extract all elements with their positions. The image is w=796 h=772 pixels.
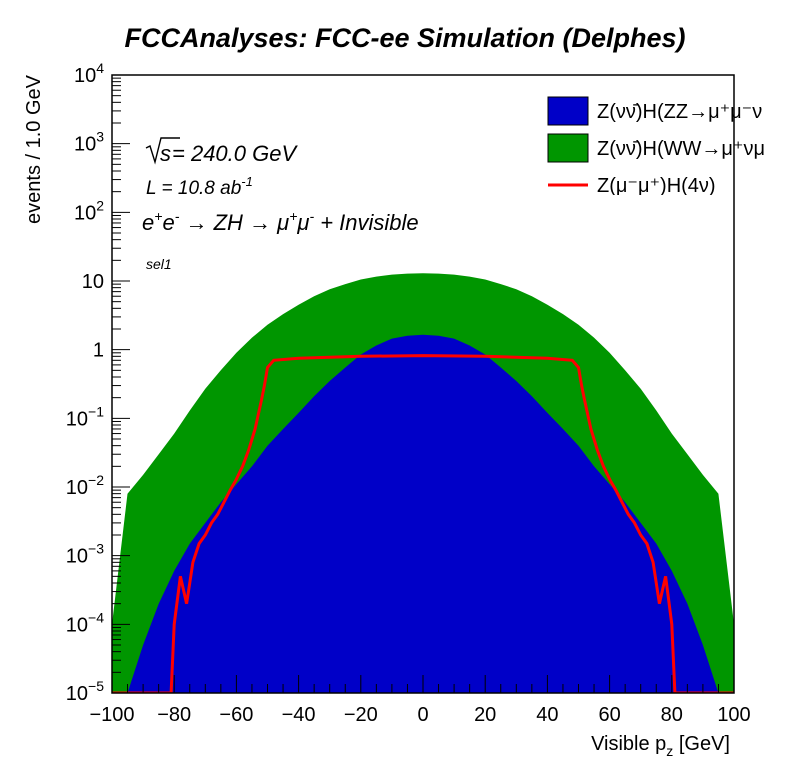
y-tick-label: 102 — [74, 197, 104, 224]
y-axis-label: events / 1.0 GeV — [23, 74, 45, 224]
luminosity-exponent: -1 — [241, 174, 253, 189]
y-tick-exponent: −3 — [88, 541, 104, 557]
x-tick-label: 20 — [474, 704, 496, 726]
x-tick-label: 80 — [661, 704, 683, 726]
process-label: e+e- → ZH → μ+μ- + Invisible — [142, 208, 419, 235]
y-tick-exponent: 2 — [96, 197, 104, 213]
x-tick-label: −20 — [344, 704, 378, 726]
y-tick-base: 1 — [93, 340, 104, 362]
x-tick-label: 0 — [417, 704, 428, 726]
selection-label: sel1 — [146, 256, 172, 272]
process-electron-2: e — [162, 210, 174, 235]
energy-label: = 240.0 GeV — [172, 141, 298, 166]
y-tick-base: 10 — [66, 408, 88, 430]
x-tick-label: −40 — [282, 704, 316, 726]
y-tick-base: 10 — [74, 65, 96, 87]
y-tick-exponent: −5 — [88, 678, 104, 694]
y-tick-label: 10 — [82, 271, 104, 293]
y-tick-base: 10 — [74, 134, 96, 156]
series-layer — [112, 273, 734, 693]
annotation-block: s = 240.0 GeV L = 10.8 ab-1 e+e- → ZH → … — [142, 137, 419, 272]
plot-area: −100 −80 −60 −40 −20 0 20 40 60 80 100104103102101… — [66, 60, 751, 726]
y-tick-label: 10−1 — [66, 403, 104, 430]
process-muminus-sup: - — [309, 208, 314, 224]
y-tick-label: 1 — [93, 340, 104, 362]
y-tick-label: 10−5 — [66, 678, 104, 705]
series-2-line — [112, 354, 734, 693]
legend-label: Z(νν̄)H(ZZ→μ⁺μ⁻ν — [597, 101, 762, 123]
y-tick-exponent: 4 — [96, 60, 104, 76]
y-tick-base: 10 — [82, 271, 104, 293]
legend-swatch — [547, 133, 589, 163]
y-tick-exponent: −2 — [88, 472, 104, 488]
y-tick-label: 103 — [74, 129, 104, 156]
y-tick-label: 10−2 — [66, 472, 104, 499]
x-axis-label: Visible pz [GeV] — [591, 733, 730, 759]
series-1-area — [112, 334, 734, 693]
sqrt-s-label: s — [160, 141, 171, 166]
y-tick-base: 10 — [66, 477, 88, 499]
process-invisible: + Invisible — [314, 210, 419, 235]
x-tick-label: −80 — [157, 704, 191, 726]
y-tick-exponent: −4 — [88, 609, 104, 625]
x-tick-label: −60 — [219, 704, 253, 726]
legend-label: Z(μ⁻μ⁺)H(4ν) — [597, 175, 716, 197]
y-tick-label: 10−3 — [66, 541, 104, 568]
sqrt-symbol — [145, 137, 180, 165]
x-tick-label: 60 — [598, 704, 620, 726]
y-tick-label: 104 — [74, 60, 104, 87]
ticks-layer: −100 −80 −60 −40 −20 0 20 40 60 80 100104103102101… — [66, 60, 751, 726]
y-tick-exponent: 3 — [96, 129, 104, 145]
process-electron-1: e — [142, 210, 154, 235]
x-axis-label-subscript: z — [666, 743, 673, 759]
process-plus-sup: + — [154, 208, 162, 224]
process-muplus-sup: + — [289, 208, 297, 224]
y-tick-exponent: −1 — [88, 403, 104, 419]
luminosity-value: L = 10.8 ab — [146, 178, 241, 199]
chart-title: FCCAnalyses: FCC-ee Simulation (Delphes) — [124, 23, 685, 53]
y-tick-base: 10 — [66, 683, 88, 705]
x-axis-label-main: Visible p — [591, 733, 666, 755]
y-tick-label: 10−4 — [66, 609, 104, 636]
process-minus-sup: - — [175, 208, 180, 224]
legend-swatch — [547, 96, 589, 126]
process-arrow: → ZH → μ — [179, 210, 289, 235]
process-muon-2: μ — [296, 210, 309, 235]
y-tick-base: 10 — [66, 614, 88, 636]
y-tick-base: 10 — [74, 202, 96, 224]
x-tick-label: −100 — [89, 704, 134, 726]
x-tick-label: 40 — [536, 704, 558, 726]
legend-label: Z(νν̄)H(WW→μ⁺νμ — [597, 138, 765, 160]
luminosity-label: L = 10.8 ab-1 — [146, 174, 253, 199]
x-axis-label-unit: [GeV] — [673, 733, 730, 755]
legend: Z(νν̄)H(ZZ→μ⁺μ⁻ν Z(νν̄)H(WW→μ⁺νμ Z(μ⁻μ⁺)H(… — [547, 96, 765, 197]
x-tick-label: 100 — [717, 704, 750, 726]
y-tick-base: 10 — [66, 546, 88, 568]
